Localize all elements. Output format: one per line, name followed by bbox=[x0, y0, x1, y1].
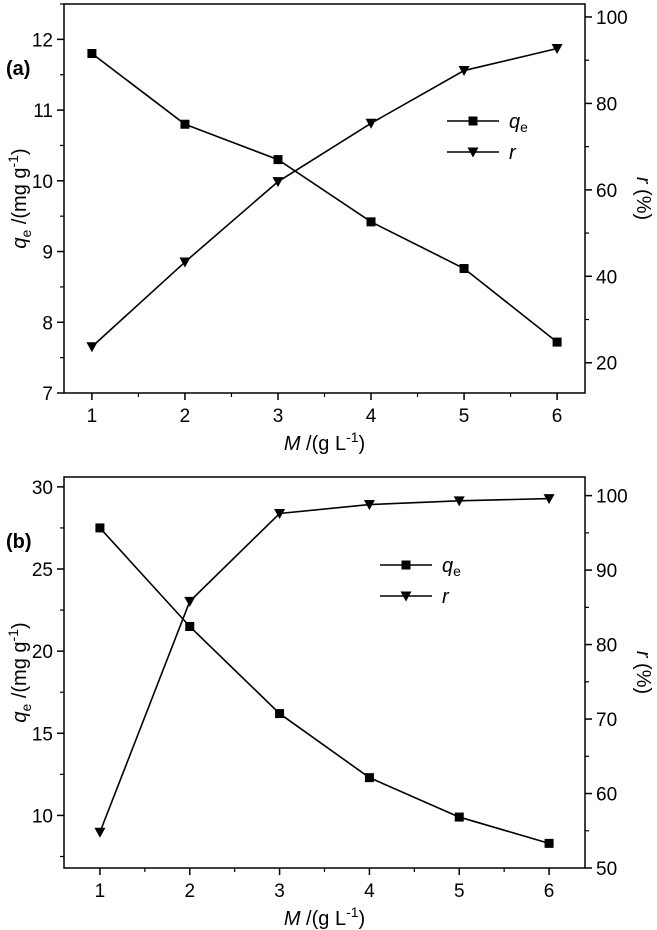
legend-label-r: r bbox=[442, 586, 450, 608]
y-right-tick-label: 60 bbox=[596, 785, 617, 806]
data-point-qe bbox=[185, 622, 195, 631]
data-point-r bbox=[543, 494, 555, 505]
data-point-qe bbox=[95, 523, 105, 533]
series-line-qe bbox=[91, 52, 558, 343]
data-point-r bbox=[363, 500, 375, 511]
y-left-tick-label: 10 bbox=[32, 172, 53, 193]
x-tick-label: 1 bbox=[87, 406, 98, 427]
data-point-r bbox=[365, 118, 377, 129]
legend-label-qe: qe bbox=[442, 555, 461, 579]
data-point-qe bbox=[544, 838, 554, 848]
x-tick-label: 1 bbox=[95, 881, 106, 902]
data-point-r bbox=[94, 827, 106, 838]
y-right-tick-label: 50 bbox=[596, 859, 617, 880]
x-tick-label: 3 bbox=[274, 881, 285, 902]
legend-marker-r bbox=[467, 147, 479, 158]
x-tick-label: 4 bbox=[366, 406, 377, 427]
y-right-tick-label: 20 bbox=[596, 354, 617, 375]
data-point-qe bbox=[366, 217, 376, 227]
y-left-tick-label: 12 bbox=[32, 30, 53, 51]
y-left-axis-label: qe /(mg g-1) bbox=[5, 148, 34, 248]
data-point-r bbox=[179, 257, 191, 268]
y-left-tick-label: 9 bbox=[42, 243, 53, 264]
data-point-qe bbox=[552, 337, 562, 347]
series-line-r bbox=[99, 497, 550, 833]
x-axis-label: M /(g L-1) bbox=[284, 429, 365, 455]
y-right-axis-label: r (%) bbox=[632, 651, 654, 694]
y-left-tick-label: 30 bbox=[32, 478, 53, 499]
data-point-r bbox=[458, 66, 470, 77]
x-tick-label: 3 bbox=[273, 406, 284, 427]
x-tick-label: 6 bbox=[552, 406, 563, 427]
data-point-r bbox=[274, 508, 286, 519]
y-left-tick-label: 20 bbox=[32, 642, 53, 663]
legend-marker-qe bbox=[468, 116, 478, 126]
data-point-qe bbox=[87, 49, 97, 59]
data-point-qe bbox=[275, 709, 285, 719]
chart-panel-2: 1 2 3 4 5 6 10 15 20 25 30 50 60 70 80 90 100 (b) M /(g L-… bbox=[5, 476, 654, 930]
plot-frame bbox=[63, 3, 586, 394]
series-line-qe bbox=[99, 527, 550, 845]
y-left-tick-label: 11 bbox=[33, 101, 53, 122]
data-point-qe bbox=[180, 119, 190, 129]
y-left-tick-label: 8 bbox=[42, 313, 53, 334]
data-point-r bbox=[86, 342, 98, 353]
data-point-qe bbox=[454, 812, 464, 822]
y-left-tick-label: 7 bbox=[42, 384, 53, 405]
panel-label: (a) bbox=[6, 58, 30, 80]
data-point-qe bbox=[273, 155, 283, 165]
data-point-r bbox=[453, 496, 465, 507]
x-tick-label: 2 bbox=[180, 406, 191, 427]
panel-label: (b) bbox=[6, 531, 32, 553]
y-right-tick-label: 80 bbox=[596, 636, 617, 657]
y-left-tick-label: 15 bbox=[32, 724, 53, 745]
y-right-tick-label: 100 bbox=[596, 8, 628, 29]
legend-label-qe: qe bbox=[509, 111, 528, 135]
x-tick-label: 4 bbox=[364, 881, 375, 902]
data-point-r bbox=[184, 596, 196, 607]
y-right-tick-label: 70 bbox=[596, 710, 617, 731]
data-point-r bbox=[272, 177, 284, 188]
y-left-tick-label: 25 bbox=[32, 560, 53, 581]
y-right-tick-label: 60 bbox=[596, 181, 617, 202]
x-axis-label: M /(g L-1) bbox=[284, 904, 365, 930]
y-left-axis-label: qe /(mg g-1) bbox=[5, 622, 34, 722]
x-tick-label: 2 bbox=[184, 881, 195, 902]
x-tick-label: 6 bbox=[544, 881, 555, 902]
y-right-tick-label: 90 bbox=[596, 561, 617, 582]
x-tick-label: 5 bbox=[454, 881, 465, 902]
y-right-axis-label: r (%) bbox=[632, 177, 654, 220]
y-right-tick-label: 40 bbox=[596, 267, 617, 288]
x-tick-label: 5 bbox=[459, 406, 470, 427]
series-line-r bbox=[91, 47, 558, 348]
legend-marker-qe bbox=[401, 560, 411, 570]
data-point-r bbox=[551, 44, 563, 55]
plot-frame bbox=[63, 476, 586, 869]
y-right-tick-label: 80 bbox=[596, 94, 617, 115]
legend-label-r: r bbox=[509, 142, 517, 164]
data-point-qe bbox=[364, 773, 374, 783]
data-point-qe bbox=[459, 264, 469, 274]
y-left-tick-label: 10 bbox=[32, 806, 53, 827]
y-right-tick-label: 100 bbox=[596, 487, 628, 508]
legend-marker-r bbox=[400, 591, 412, 602]
